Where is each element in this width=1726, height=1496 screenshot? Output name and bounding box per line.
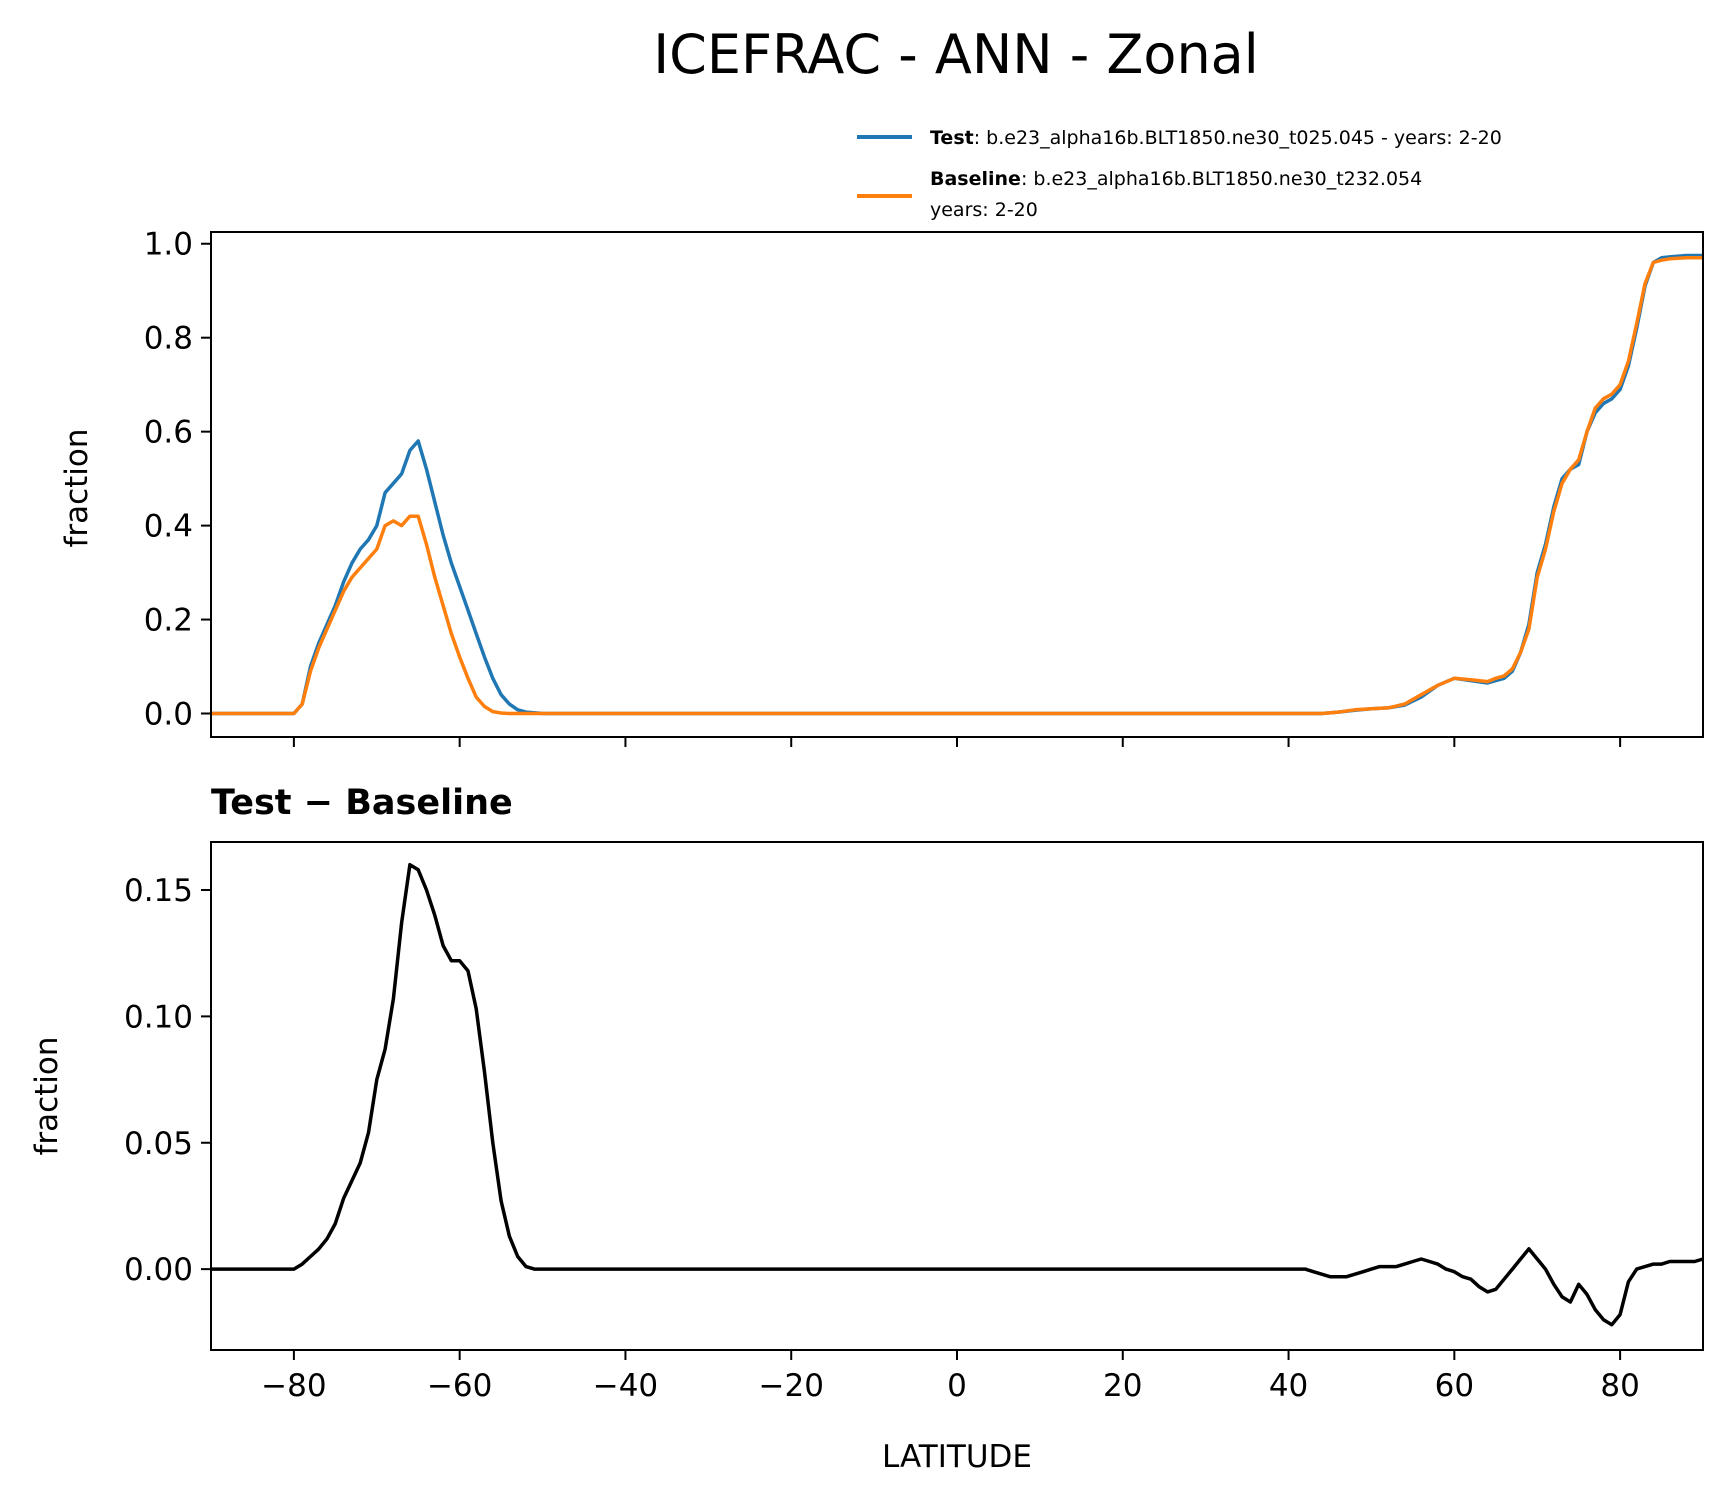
top-panel: 0.0 0.2 0.4 0.6 0.8 1.0 fraction [59, 227, 1704, 747]
difference-series-line [211, 862, 1704, 1327]
y-tick-label: 0.00 [124, 1252, 193, 1288]
figure-title: ICEFRAC - ANN - Zonal [653, 23, 1259, 86]
y-tick-label: 0.4 [144, 509, 193, 545]
bottom-y-axis-label: fraction [29, 1036, 65, 1155]
top-x-ticks [292, 737, 1622, 747]
y-tick-label: 0.0 [144, 697, 193, 733]
x-tick-label: 80 [1600, 1368, 1639, 1404]
y-tick-label: 0.6 [144, 415, 193, 451]
top-y-ticks: 0.0 0.2 0.4 0.6 0.8 1.0 [144, 227, 211, 733]
x-tick-label: 40 [1269, 1368, 1308, 1404]
y-tick-label: 0.10 [124, 999, 193, 1035]
baseline-series-line [211, 256, 1703, 716]
bottom-axes-frame [210, 841, 1704, 1351]
top-y-axis-label: fraction [59, 428, 95, 547]
x-tick-label: −40 [593, 1368, 658, 1404]
legend-baseline-label: Baseline: b.e23_alpha16b.BLT1850.ne30_t2… [930, 168, 1422, 190]
legend-test-label: Test: b.e23_alpha16b.BLT1850.ne30_t025.0… [930, 127, 1502, 149]
legend-baseline-name: Baseline [930, 168, 1021, 190]
legend: Test: b.e23_alpha16b.BLT1850.ne30_t025.0… [857, 127, 1502, 221]
top-axes-frame [210, 231, 1704, 738]
x-tick-label: 60 [1435, 1368, 1474, 1404]
legend-baseline-years: years: 2-20 [930, 199, 1038, 221]
y-tick-label: 0.8 [144, 321, 193, 357]
bottom-y-ticks: 0.00 0.05 0.10 0.15 [124, 873, 211, 1288]
y-tick-label: 1.0 [144, 227, 193, 263]
x-tick-label: −60 [427, 1368, 492, 1404]
x-tick-label: 0 [947, 1368, 967, 1404]
x-tick-label: 20 [1103, 1368, 1142, 1404]
top-series-lines [211, 253, 1703, 716]
x-tick-label: −20 [759, 1368, 824, 1404]
bottom-series-lines [211, 862, 1704, 1327]
legend-baseline-desc: : b.e23_alpha16b.BLT1850.ne30_t232.054 [1021, 168, 1422, 190]
x-tick-label: −80 [261, 1368, 326, 1404]
legend-test-desc: : b.e23_alpha16b.BLT1850.ne30_t025.045 -… [974, 127, 1502, 149]
bottom-panel: Test − Baseline 0.000.050.100.15 −80 −60−… [29, 783, 1704, 1475]
bottom-panel-title: Test − Baseline [211, 783, 513, 823]
y-tick-label: 0.2 [144, 603, 193, 639]
y-tick-label: 0.05 [124, 1126, 193, 1162]
legend-test-name: Test [930, 127, 974, 149]
x-axis-label: LATITUDE [882, 1439, 1032, 1475]
y-tick-label: 0.15 [124, 873, 193, 909]
bottom-x-ticks: −80 −60 −40 −20 0 20 40 60 80 [261, 1350, 1640, 1404]
